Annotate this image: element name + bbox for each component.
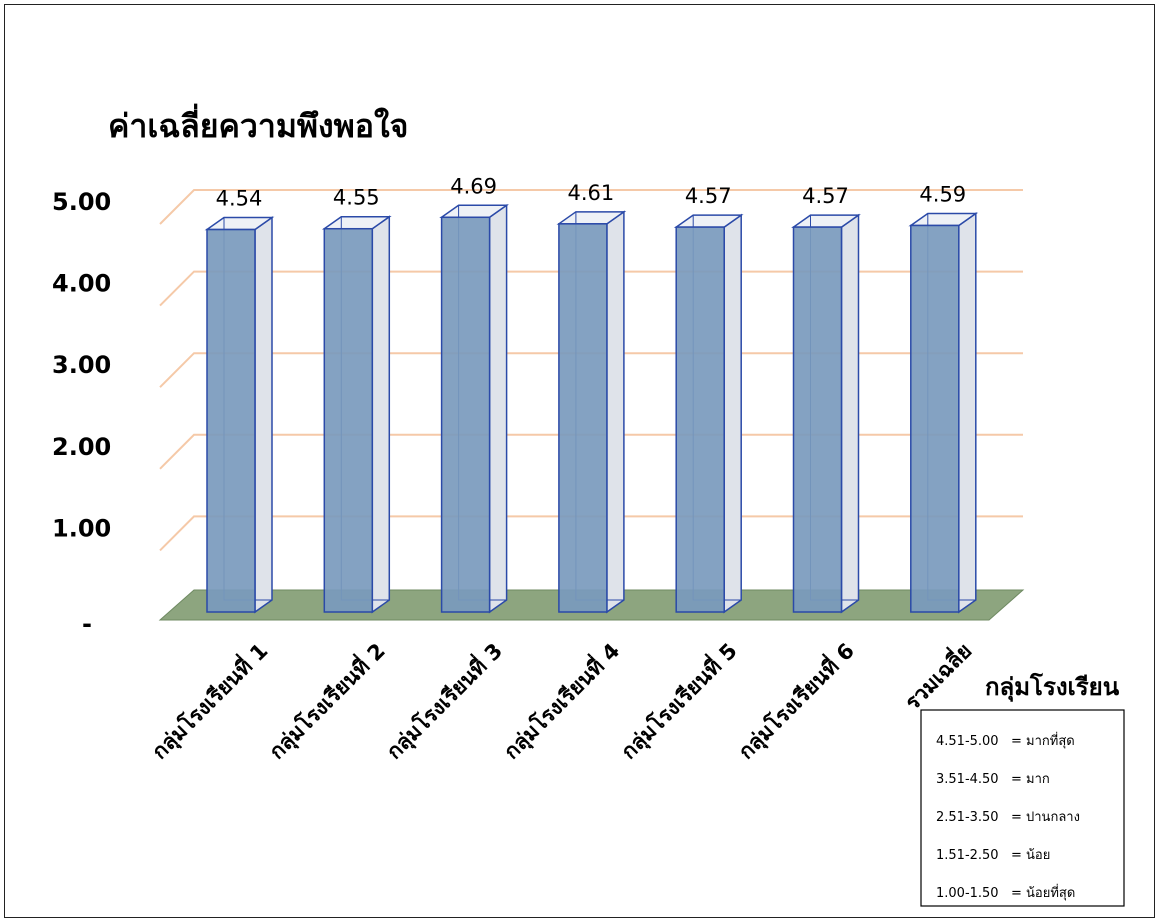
legend-item: 4.51-5.00 = มากที่สุด xyxy=(936,732,1075,749)
bar xyxy=(673,213,744,614)
bars xyxy=(204,203,979,614)
data-labels: 4.54 4.55 4.69 4.61 4.57 4.57 4.59 xyxy=(216,174,967,210)
y-tick-label: 2.00 xyxy=(52,433,111,461)
data-label: 4.57 xyxy=(685,184,732,208)
bar-front xyxy=(323,227,374,613)
bar-side xyxy=(371,215,391,614)
bar xyxy=(321,215,392,614)
bar-side xyxy=(606,210,625,614)
legend-box: 4.51-5.00 = มากที่สุด 3.51-4.50 = มาก 2.51… xyxy=(920,709,1125,907)
x-tick-label: กลุ่มโรงเรียนที่ 4 xyxy=(496,636,625,765)
bar-side xyxy=(723,213,742,614)
chart-title: ค่าเฉลี่ยความพึงพอใจ xyxy=(108,103,408,145)
data-label: 4.59 xyxy=(919,182,966,206)
gridlines xyxy=(159,189,1023,552)
legend-item: 2.51-3.50 = ปานกลาง xyxy=(936,810,1080,825)
bar-side xyxy=(958,212,977,614)
x-tick-label: กลุ่มโรงเรียนที่ 6 xyxy=(731,636,860,765)
y-tick-label: 5.00 xyxy=(52,188,111,216)
bar xyxy=(204,216,275,614)
x-axis-title: กลุ่มโรงเรียน xyxy=(985,672,1120,703)
bar-front xyxy=(206,228,256,613)
y-tick-label: 4.00 xyxy=(52,270,111,298)
bar xyxy=(439,203,509,614)
data-label: 4.54 xyxy=(216,187,263,211)
bar-side xyxy=(840,213,860,614)
bar-front xyxy=(910,224,960,613)
x-tick-label: กลุ่มโรงเรียนที่ 2 xyxy=(262,636,391,765)
x-tick-label: กลุ่มโรงเรียนที่ 5 xyxy=(614,636,743,765)
bar-front xyxy=(558,223,608,613)
gridline xyxy=(159,270,1023,307)
gridline xyxy=(159,189,1023,225)
legend-item: 1.00-1.50 = น้อยที่สุด xyxy=(936,884,1075,901)
x-tick-label: กลุ่มโรงเรียนที่ 3 xyxy=(379,636,508,765)
x-tick-label: รวมเฉลี่ย xyxy=(897,636,976,715)
bar xyxy=(908,212,979,614)
y-tick-label: 3.00 xyxy=(52,351,111,379)
legend-item: 1.51-2.50 = น้อย xyxy=(936,848,1050,863)
y-axis-ticks: - 1.00 2.00 3.00 4.00 5.00 xyxy=(52,188,111,638)
bar-front xyxy=(440,216,491,613)
bar-front xyxy=(792,226,843,613)
bar xyxy=(556,210,627,614)
x-tick-label: กลุ่มโรงเรียนที่ 1 xyxy=(144,636,273,765)
gridline xyxy=(159,433,1023,470)
bar-side xyxy=(254,216,273,614)
data-label: 4.55 xyxy=(333,186,380,210)
gridline xyxy=(159,515,1023,552)
y-tick-label: 1.00 xyxy=(52,514,111,542)
legend-item: 3.51-4.50 = มาก xyxy=(936,772,1050,787)
bar-side xyxy=(488,203,508,614)
bar xyxy=(791,213,861,614)
gridline xyxy=(159,352,1023,388)
bar-front xyxy=(675,226,725,613)
data-label: 4.69 xyxy=(450,174,497,198)
data-label: 4.57 xyxy=(802,184,849,208)
y-tick-label: - xyxy=(82,610,92,638)
legend-border xyxy=(920,709,1125,907)
x-axis-ticks: กลุ่มโรงเรียนที่ 1กลุ่มโรงเรียนที่ 2กลุ่… xyxy=(144,636,976,765)
data-label: 4.61 xyxy=(568,181,615,205)
